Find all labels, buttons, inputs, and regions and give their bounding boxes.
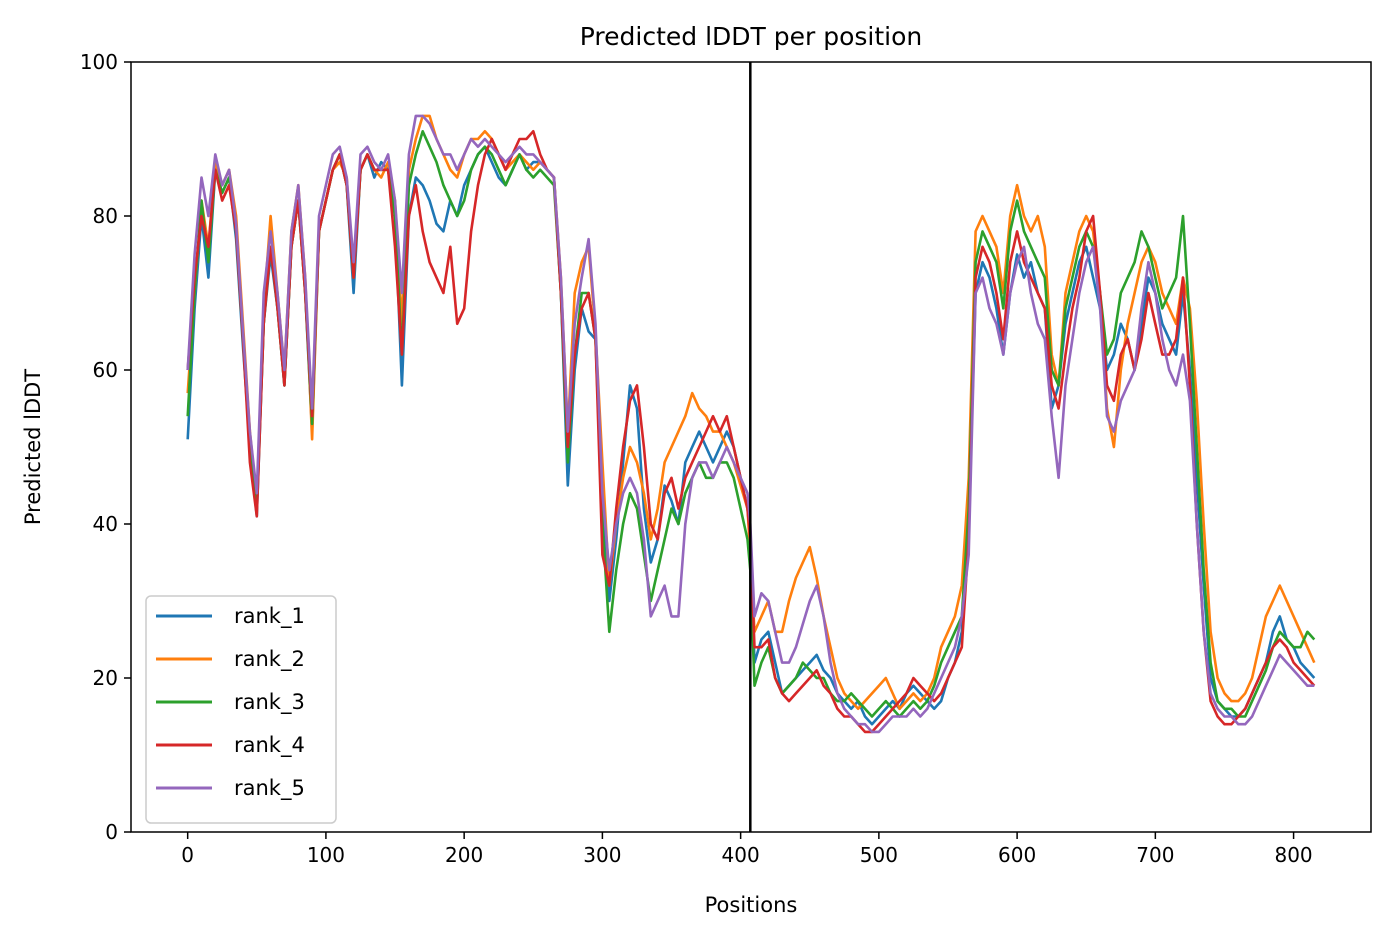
y-tick-label: 60: [93, 358, 118, 382]
x-tick-label: 400: [722, 843, 760, 867]
legend-label: rank_3: [234, 690, 305, 715]
y-tick-label: 40: [93, 512, 118, 536]
x-tick-label: 800: [1274, 843, 1312, 867]
y-tick-label: 100: [80, 50, 118, 74]
legend-frame: [145, 595, 337, 824]
x-tick-label: 500: [860, 843, 898, 867]
y-tick-label: 80: [93, 204, 118, 228]
legend-label: rank_4: [234, 733, 305, 758]
y-tick-label: 20: [93, 666, 118, 690]
legend-label: rank_5: [234, 776, 305, 801]
chart-title: Predicted lDDT per position: [580, 22, 922, 51]
x-tick-label: 0: [181, 843, 194, 867]
x-tick-label: 200: [445, 843, 483, 867]
y-axis: 0 20 40 60 80 100: [80, 50, 131, 844]
x-axis: 0 100 200 300 400 500 600 700 800: [181, 832, 1313, 867]
y-axis-label: Predicted lDDT: [21, 369, 45, 525]
legend-label: rank_2: [234, 647, 305, 672]
plot-frame: [130, 61, 1372, 833]
x-tick-label: 600: [998, 843, 1036, 867]
legend: rank_1 rank_2 rank_3 rank_4 rank_5: [145, 595, 337, 824]
x-axis-label: Positions: [705, 893, 798, 917]
y-tick-label: 0: [105, 820, 118, 844]
x-tick-label: 100: [307, 843, 345, 867]
x-tick-label: 300: [583, 843, 621, 867]
x-tick-label: 700: [1136, 843, 1174, 867]
legend-label: rank_1: [234, 604, 305, 629]
